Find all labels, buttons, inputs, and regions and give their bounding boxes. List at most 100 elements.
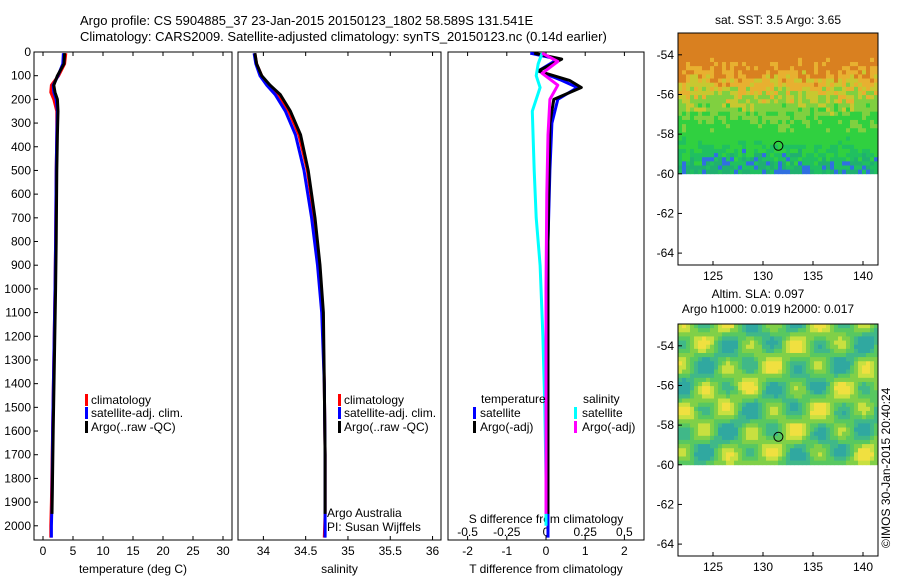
heatmap-cell	[830, 373, 835, 379]
heatmap-cell	[766, 352, 771, 358]
heatmap-cell	[798, 136, 803, 142]
heatmap-cell	[838, 144, 843, 150]
heatmap-cell	[794, 460, 799, 466]
heatmap-cell	[850, 66, 855, 71]
heatmap-cell	[870, 107, 875, 113]
heatmap-cell	[854, 169, 859, 175]
heatmap-cell	[786, 332, 791, 337]
heatmap-cell	[686, 390, 691, 395]
heatmap-cell	[870, 37, 875, 42]
heatmap-cell	[690, 452, 695, 457]
heatmap-cell	[698, 57, 703, 63]
heatmap-cell	[802, 365, 807, 370]
heatmap-cell	[726, 324, 731, 329]
heatmap-cell	[838, 66, 843, 71]
heatmap-cell	[806, 410, 811, 416]
heatmap-cell	[870, 161, 875, 166]
heatmap-cell	[806, 119, 811, 125]
heatmap-cell	[770, 365, 775, 370]
heatmap-cell	[686, 427, 691, 433]
heatmap-cell	[682, 415, 687, 420]
heatmap-cell	[766, 128, 771, 133]
heatmap-cell	[818, 439, 823, 445]
heatmap-cell	[706, 324, 711, 329]
plot-frame	[237, 51, 442, 541]
heatmap-cell	[834, 103, 839, 108]
heatmap-cell	[818, 423, 823, 428]
heatmap-cell	[786, 140, 791, 146]
heatmap-cell	[790, 37, 795, 42]
heatmap-cell	[710, 33, 715, 38]
heatmap-cell	[846, 41, 851, 46]
heatmap-cell	[686, 86, 691, 92]
heatmap-cell	[722, 107, 727, 113]
heatmap-cell	[866, 74, 871, 79]
heatmap-cell	[718, 377, 723, 383]
heatmap-cell	[794, 86, 799, 92]
heatmap-cell	[762, 61, 767, 67]
heatmap-cell	[678, 398, 683, 404]
heatmap-cell	[826, 86, 831, 92]
heatmap-cell	[834, 361, 839, 366]
heatmap-cell	[702, 340, 707, 346]
heatmap-cell	[738, 381, 743, 387]
heatmap-cell	[862, 381, 867, 387]
heatmap-cell	[718, 157, 723, 162]
heatmap-cell	[742, 332, 747, 337]
heatmap-cell	[778, 57, 783, 63]
heatmap-cell	[738, 86, 743, 92]
heatmap-cell	[794, 439, 799, 445]
heatmap-cell	[814, 115, 819, 121]
heatmap-cell	[754, 386, 759, 391]
heatmap-cell	[746, 157, 751, 162]
heatmap-cell	[794, 90, 799, 96]
heatmap-cell	[850, 352, 855, 358]
heatmap-cell	[698, 82, 703, 88]
heatmap-cell	[810, 361, 815, 366]
heatmap-cell	[762, 90, 767, 96]
heatmap-cell	[774, 415, 779, 420]
heatmap-cell	[786, 419, 791, 424]
heatmap-cell	[766, 140, 771, 146]
heatmap-cell	[730, 415, 735, 420]
heatmap-cell	[790, 70, 795, 75]
heatmap-cell	[830, 148, 835, 154]
heatmap-cell	[762, 70, 767, 75]
heatmap-cell	[854, 157, 859, 162]
heatmap-cell	[754, 78, 759, 84]
heatmap-cell	[874, 402, 879, 408]
heatmap-cell	[810, 124, 815, 129]
heatmap-cell	[866, 33, 871, 38]
heatmap-cell	[822, 328, 827, 333]
heatmap-cell	[678, 49, 683, 55]
heatmap-cell	[762, 144, 767, 150]
heatmap-cell	[866, 410, 871, 416]
heatmap-cell	[678, 45, 683, 50]
heatmap-cell	[802, 49, 807, 55]
heatmap-cell	[770, 33, 775, 38]
heatmap-cell	[726, 344, 731, 350]
heatmap-cell	[730, 369, 735, 375]
heatmap-cell	[858, 140, 863, 146]
heatmap-cell	[774, 348, 779, 354]
heatmap-cell	[766, 157, 771, 162]
heatmap-cell	[766, 361, 771, 366]
heatmap-cell	[706, 448, 711, 453]
heatmap-cell	[718, 406, 723, 412]
heatmap-cell	[858, 448, 863, 453]
heatmap-cell	[706, 336, 711, 341]
difference-profile-plot: -2 -1 0 1 2T difference from climatology-0.5…	[447, 51, 645, 576]
heatmap-cell	[746, 340, 751, 346]
heatmap-cell	[794, 66, 799, 71]
heatmap-cell	[870, 70, 875, 75]
heatmap-cell	[718, 439, 723, 445]
heatmap-cell	[734, 406, 739, 412]
heatmap-cell	[814, 348, 819, 354]
heatmap-cell	[766, 324, 771, 329]
heatmap-cell	[790, 57, 795, 63]
heatmap-cell	[742, 448, 747, 453]
heatmap-cell	[698, 136, 703, 142]
heatmap-cell	[698, 352, 703, 358]
heatmap-cell	[690, 140, 695, 146]
heatmap-cell	[678, 124, 683, 129]
